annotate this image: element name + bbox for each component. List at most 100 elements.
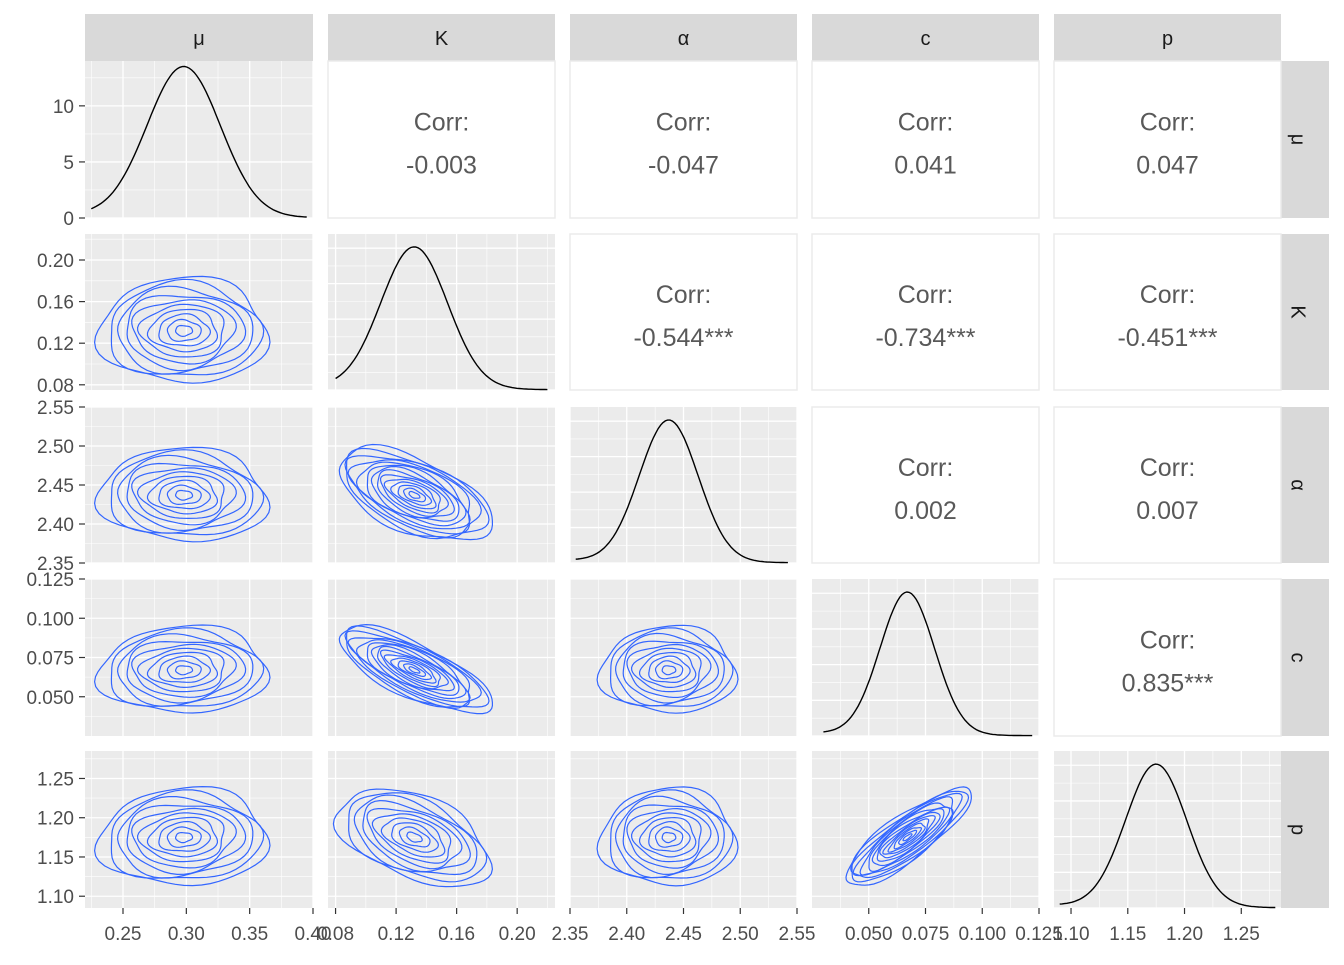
x-tick-label-3-3: 0.125 (1015, 924, 1063, 945)
corr-value-2-4: 0.007 (1136, 497, 1199, 525)
contour-4-2-10 (596, 786, 739, 887)
contour-3-1-14 (338, 623, 493, 715)
corr-panel-0-3 (811, 60, 1040, 219)
corr-panel-3-4 (1053, 578, 1282, 737)
contour-3-2-4 (639, 651, 697, 688)
contour-2-0-9 (110, 449, 265, 536)
contour-3-0-6 (131, 643, 237, 698)
contour-4-1-9 (348, 792, 488, 883)
y-tick-label-2-0: 2.35 (37, 554, 74, 575)
y-tick-label-1-1: 0.12 (37, 334, 74, 355)
right-strip-2 (1281, 407, 1329, 563)
corr-value-1-3: -0.734*** (875, 324, 975, 352)
y-tick-label-2-3: 2.50 (37, 437, 74, 458)
panel-bg-1-1 (328, 234, 555, 390)
contour-3-2-8 (614, 632, 725, 707)
contour-4-1-6 (366, 808, 463, 870)
right-strip-0 (1281, 61, 1329, 218)
x-tick-label-0-2: 0.35 (231, 924, 268, 945)
contour-2-0-6 (131, 467, 237, 526)
contour-2-1-5 (383, 478, 441, 514)
right-strip-1 (1281, 234, 1329, 390)
right-strip-label-0: μ (1287, 134, 1309, 146)
x-tick-label-4-3: 1.25 (1223, 924, 1260, 945)
contour-1-0-1 (175, 324, 194, 338)
contour-4-0-7 (126, 804, 247, 876)
y-tick-label-1-0: 0.08 (37, 376, 74, 397)
contour-2-1-8 (370, 465, 460, 522)
contour-3-2-2 (654, 660, 684, 680)
x-tick-label-1-1: 0.12 (378, 924, 415, 945)
contour-2-1-3 (397, 484, 433, 506)
contour-2-0-10 (93, 446, 271, 543)
x-tick-label-2-3: 2.50 (722, 924, 759, 945)
contour-4-1-4 (380, 817, 446, 858)
contour-3-1-3 (397, 660, 433, 681)
contour-3-0-2 (166, 660, 202, 680)
contour-4-2-3 (648, 820, 691, 852)
right-strip-3 (1281, 579, 1329, 736)
contour-2-0-8 (116, 454, 254, 534)
contour-4-3-8 (871, 808, 945, 867)
corr-panel-0-4 (1053, 60, 1282, 219)
contour-3-0-5 (136, 647, 225, 693)
density-curve-4 (1059, 763, 1276, 909)
top-strip-1 (328, 14, 555, 61)
contour-2-1-7 (376, 469, 455, 519)
y-tick-label-2-4: 2.55 (37, 398, 74, 419)
x-tick-label-1-2: 0.16 (438, 924, 475, 945)
contour-1-0-4 (146, 308, 218, 353)
top-strip-4 (1054, 14, 1281, 61)
y-tick-label-2-2: 2.45 (37, 476, 74, 497)
contour-4-3-4 (887, 822, 926, 853)
corr-label-0-2: Corr: (656, 109, 712, 137)
y-tick-label-3-2: 0.100 (26, 609, 74, 630)
x-tick-label-1-0: 0.08 (317, 924, 354, 945)
contour-3-2-7 (622, 640, 720, 704)
contour-3-1-5 (383, 654, 441, 688)
contour-2-0-3 (158, 479, 212, 510)
right-strip-label-3: c (1287, 653, 1309, 663)
corr-value-0-4: 0.047 (1136, 152, 1199, 180)
corr-label-1-4: Corr: (1140, 281, 1196, 309)
top-strip-label-3: c (921, 28, 931, 50)
contour-3-1-4 (390, 657, 437, 684)
contour-3-2-9 (609, 627, 734, 707)
right-strip-4 (1281, 751, 1329, 908)
corr-panel-0-2 (569, 60, 798, 219)
contour-3-0-1 (175, 665, 194, 676)
contour-4-0-2 (166, 826, 202, 848)
contour-2-1-10 (355, 461, 471, 530)
contour-4-1-7 (362, 799, 471, 873)
panel-bg-4-0 (85, 751, 313, 908)
corr-value-2-3: 0.002 (894, 497, 957, 525)
top-strip-2 (570, 14, 797, 61)
x-tick-label-3-1: 0.075 (902, 924, 950, 945)
x-tick-label-3-2: 0.100 (958, 924, 1006, 945)
contour-3-2-5 (630, 647, 702, 693)
contour-4-3-9 (868, 806, 951, 872)
right-strip-label-1: K (1287, 305, 1309, 319)
contour-3-1-2 (403, 663, 427, 677)
contour-3-0-9 (110, 627, 265, 707)
x-tick-label-2-2: 2.45 (665, 924, 702, 945)
right-strip-label-4: p (1287, 824, 1309, 835)
contour-1-0-7 (126, 295, 247, 372)
density-curve-1 (335, 246, 548, 391)
top-strip-0 (85, 14, 313, 61)
contour-1-0-6 (131, 299, 237, 365)
corr-label-0-4: Corr: (1140, 109, 1196, 137)
contour-2-1-4 (390, 481, 437, 510)
y-tick-label-4-2: 1.20 (37, 809, 74, 830)
contour-4-3-1 (902, 833, 913, 842)
contour-4-1-8 (353, 794, 478, 876)
contour-3-1-9 (366, 642, 467, 700)
contour-1-0-3 (158, 313, 212, 347)
contour-2-0-7 (126, 462, 247, 532)
contour-3-0-7 (126, 640, 247, 704)
contour-3-2-10 (596, 624, 739, 714)
x-tick-label-0-1: 0.30 (168, 924, 205, 945)
y-tick-label-4-3: 1.25 (37, 769, 74, 790)
contour-4-0-9 (110, 789, 265, 879)
